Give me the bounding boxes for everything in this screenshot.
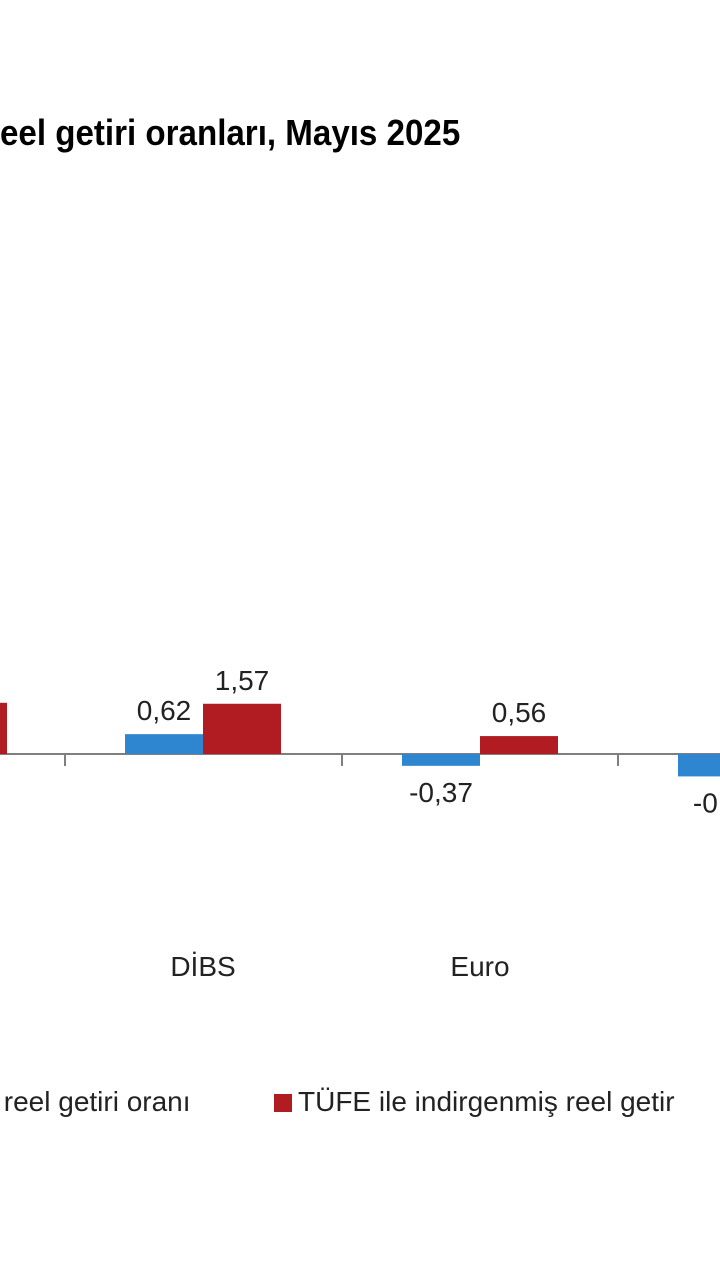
legend-swatch xyxy=(274,1094,292,1112)
legend-label: TÜFE ile indirgenmiş reel getir xyxy=(298,1086,675,1117)
legend-label: ş reel getiri oranı xyxy=(0,1086,191,1117)
data-label-1-2: -0,37 xyxy=(409,777,473,808)
data-label-1-3: -0,7 xyxy=(693,787,720,818)
bar-1-1 xyxy=(125,734,203,754)
bar-2-2 xyxy=(480,736,558,754)
legend: ş reel getiri oranı TÜFE ile indirgenmiş… xyxy=(0,1086,720,1126)
data-label-2-2: 0,56 xyxy=(492,697,547,728)
bar-1-2 xyxy=(402,754,480,766)
bar-2-1 xyxy=(203,703,281,754)
bar-partial-left xyxy=(0,702,7,754)
bars-layer xyxy=(0,702,720,777)
axis-layer xyxy=(0,753,720,766)
chart-title: eel getiri oranları, Mayıs 2025 xyxy=(0,112,461,153)
category-labels-layer: DİBSEuroAmer xyxy=(170,951,509,982)
bar-1-3 xyxy=(678,754,720,777)
data-label-2-1: 1,57 xyxy=(215,665,270,696)
category-label: DİBS xyxy=(170,951,235,982)
labels-layer: 0,62 1,57 -0,37 0,56 -0,7 xyxy=(137,665,720,819)
category-label: Euro xyxy=(450,951,509,982)
data-label-1-1: 0,62 xyxy=(137,695,192,726)
